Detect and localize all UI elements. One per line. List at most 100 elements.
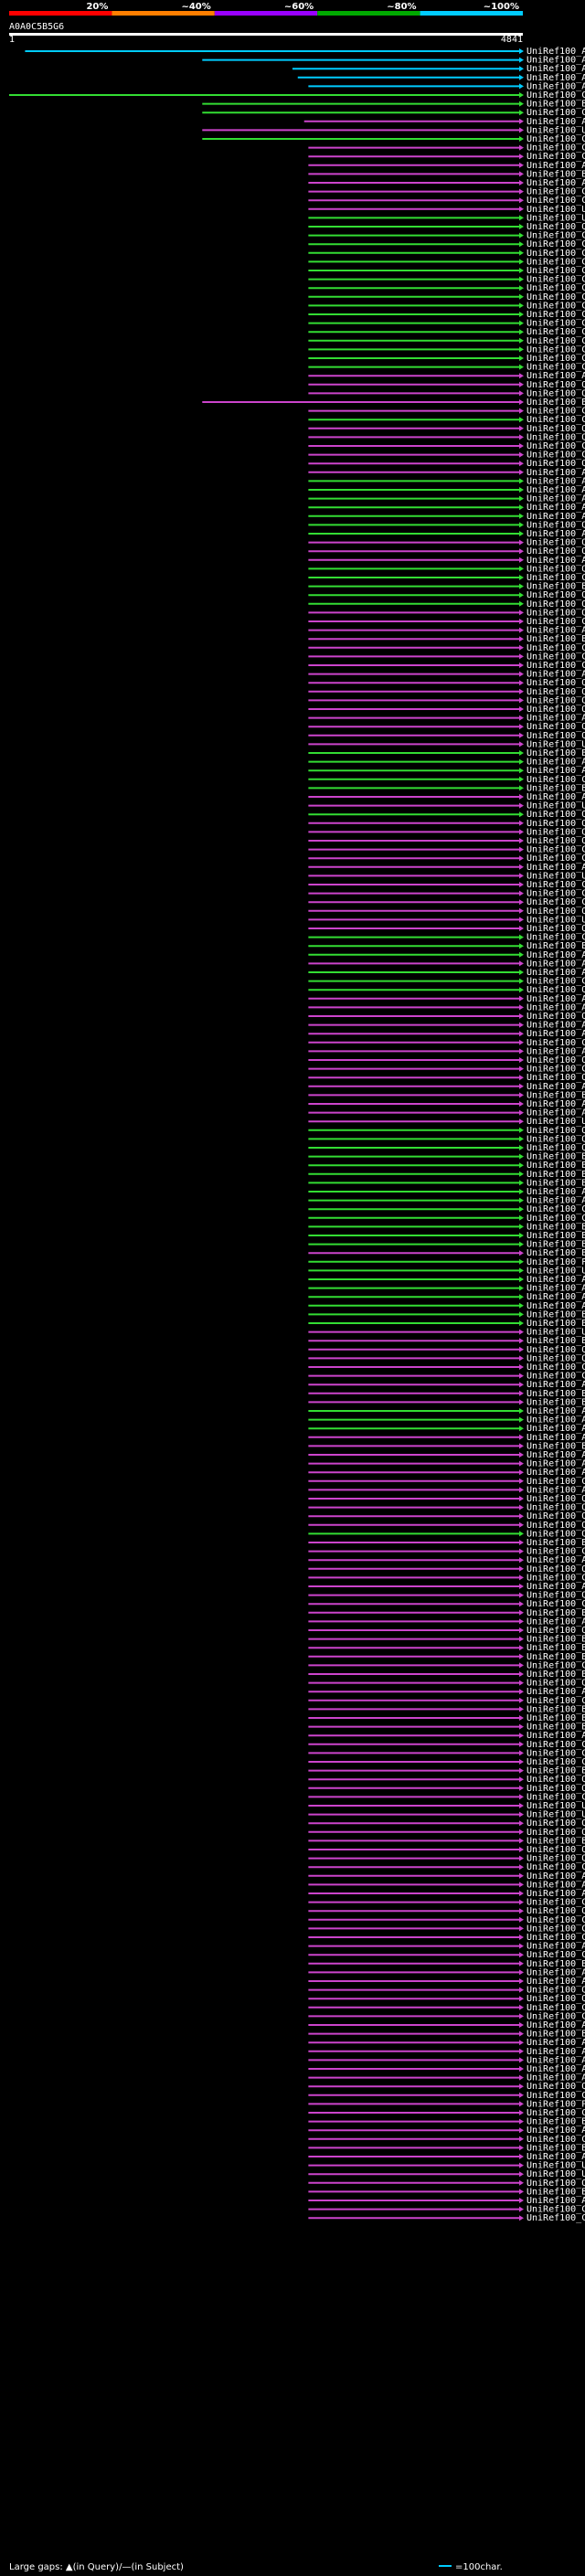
hit-label[interactable]: UniRef100_Q0EBD7 <box>526 1126 585 1136</box>
hit-label[interactable]: UniRef100_A5EM63 <box>526 626 585 636</box>
hit-label[interactable]: UniRef100_C4U9V8 <box>526 319 585 329</box>
hit-label[interactable]: UniRef100_UP1000 <box>526 871 585 881</box>
hit-label[interactable]: UniRef100_B7DRM5 <box>526 100 585 110</box>
hit-label[interactable]: UniRef100_Q0HS38 <box>526 1134 585 1144</box>
hit-label[interactable]: UniRef100_C5C4N1 <box>526 897 585 907</box>
hit-label[interactable]: UniRef100_P0AC99 <box>526 1257 585 1267</box>
hit-label[interactable]: UniRef100_A0A8Q3 <box>526 81 585 91</box>
hit-label[interactable]: UniRef100_C0MW06 <box>526 152 585 162</box>
hit-label[interactable]: UniRef100_C4SOB7 <box>526 354 585 364</box>
hit-label[interactable]: UniRef100_Q6D0B6 <box>526 222 585 232</box>
hit-label[interactable]: UniRef100_Q6WKT8 <box>526 424 585 434</box>
hit-label[interactable]: UniRef100_C6C9E0 <box>526 257 585 267</box>
hit-label[interactable]: UniRef100_A4HRV0 <box>526 2064 585 2074</box>
hit-label[interactable]: UniRef100_C2B0K9 <box>526 1038 585 1048</box>
hit-label[interactable]: UniRef100_C9PPG7 <box>526 441 585 451</box>
hit-label[interactable]: UniRef100_A3DS77 <box>526 1108 585 1118</box>
hit-label[interactable]: UniRef100_C0XQG3 <box>526 451 585 461</box>
hit-label[interactable]: UniRef100_C5BKQ4 <box>526 283 585 293</box>
hit-label[interactable]: UniRef100_Q07J18 <box>526 2178 585 2189</box>
hit-label[interactable]: UniRef100_Q5WHM7 <box>526 388 585 398</box>
hit-label[interactable]: UniRef100_B2NZW8 <box>526 1248 585 1258</box>
hit-label[interactable]: UniRef100_Q29WL0 <box>526 810 585 820</box>
hit-label[interactable]: UniRef100_C3MLT2 <box>526 643 585 653</box>
hit-label[interactable]: UniRef100_Q4K051 <box>526 1073 585 1083</box>
hit-label[interactable]: UniRef100_A3UYP6 <box>526 2047 585 2057</box>
hit-label[interactable]: UniRef100_C7TTZ2 <box>526 1792 585 1802</box>
hit-label[interactable]: UniRef100_A6VJ30 <box>526 1029 585 1039</box>
hit-label[interactable]: UniRef100_A3N2R0 <box>526 1433 585 1443</box>
hit-label[interactable]: UniRef100_B1EMQ7 <box>526 1240 585 1250</box>
hit-label[interactable]: UniRef100_A6T7J0 <box>526 2125 585 2136</box>
hit-label[interactable]: UniRef100_B4T18H <box>526 1319 585 1329</box>
hit-label[interactable]: UniRef100_A9N1V7 <box>526 1284 585 1294</box>
hit-label[interactable]: UniRef100_A9MR79 <box>526 1275 585 1285</box>
hit-label[interactable]: UniRef100_Q6LPH7 <box>526 1828 585 1838</box>
hit-label[interactable]: UniRef100_A4W3M5 <box>526 959 585 969</box>
hit-label[interactable]: UniRef100_B7U156 <box>526 1152 585 1162</box>
hit-label[interactable]: UniRef100_A5C2Z5 <box>526 503 585 513</box>
hit-label[interactable]: UniRef100_B6E4Z6 <box>526 1766 585 1776</box>
hit-label[interactable]: UniRef100_B8EHQ2 <box>526 1713 585 1723</box>
hit-label[interactable]: UniRef100_UP1000 <box>526 739 585 749</box>
hit-label[interactable]: UniRef100_C7PWC1 <box>526 415 585 425</box>
hit-label[interactable]: UniRef100_C4X320 <box>526 977 585 987</box>
hit-label[interactable]: UniRef100_A0A8Q3 <box>526 47 585 57</box>
hit-label[interactable]: UniRef100_B5WXN5 <box>526 634 585 644</box>
hit-label[interactable]: UniRef100_C4L5P3 <box>526 266 585 276</box>
hit-label[interactable]: UniRef100_B1WD65 <box>526 1704 585 1714</box>
hit-label[interactable]: UniRef100_B8DGW0 <box>526 582 585 592</box>
hit-label[interactable]: UniRef100_C4Y1G9 <box>526 1477 585 1487</box>
hit-label[interactable]: UniRef100_Q1ZCK4 <box>526 538 585 548</box>
hit-label[interactable]: UniRef100_C0ULZ2 <box>526 1065 585 1075</box>
hit-label[interactable]: UniRef100_A5DX23 <box>526 714 585 724</box>
hit-label[interactable]: UniRef100_Q21NX0 <box>526 1626 585 1636</box>
hit-label[interactable]: UniRef100_C0ME11 <box>526 108 585 118</box>
hit-label[interactable]: UniRef100_B3HV35 <box>526 1222 585 1232</box>
hit-label[interactable]: UniRef100_A6EHM5 <box>526 1889 585 1899</box>
hit-label[interactable]: UniRef100_C4R1C0 <box>526 2091 585 2101</box>
hit-label[interactable]: UniRef100_A6WKQ8 <box>526 1424 585 1434</box>
hit-label[interactable]: UniRef100_B0BSQ7 <box>526 1441 585 1451</box>
hit-label[interactable]: UniRef100_C9M0M4 <box>526 1950 585 1960</box>
hit-label[interactable]: UniRef100_Q1IVT5 <box>526 819 585 829</box>
hit-label[interactable]: UniRef100_C2YH78 <box>526 2135 585 2145</box>
hit-label[interactable]: UniRef100_B8K767 <box>526 2117 585 2127</box>
hit-label[interactable]: UniRef100_C5E4A0 <box>526 1362 585 1373</box>
hit-label[interactable]: UniRef100_B0BBJ0 <box>526 1397 585 1407</box>
hit-label[interactable]: UniRef100_B3BSW9 <box>526 1231 585 1241</box>
hit-label[interactable]: UniRef100_C5QB41 <box>526 1862 585 1872</box>
hit-label[interactable]: UniRef100_A6GPG7 <box>526 476 585 486</box>
hit-label[interactable]: UniRef100_C5S7G1 <box>526 617 585 627</box>
hit-label[interactable]: UniRef100_A0L035 <box>526 1196 585 1206</box>
hit-label[interactable]: UniRef100_Q3KT35 <box>526 1503 585 1513</box>
hit-label[interactable]: UniRef100_B8GMN0 <box>526 1635 585 1645</box>
hit-label[interactable]: UniRef100_C4UL25 <box>526 310 585 320</box>
hit-label[interactable]: UniRef100_C3NDD9 <box>526 652 585 662</box>
hit-label[interactable]: UniRef100_B4TBQ2 <box>526 1309 585 1320</box>
hit-label[interactable]: UniRef100_Q4D3P8 <box>526 1055 585 1065</box>
hit-label[interactable]: UniRef100_Q6BXY0 <box>526 1564 585 1574</box>
hit-label[interactable]: UniRef100_Q8T1Y1 <box>526 459 585 469</box>
hit-label[interactable]: UniRef100_A4FZJ1 <box>526 2152 585 2162</box>
hit-label[interactable]: UniRef100_A8G9K7 <box>526 494 585 504</box>
hit-label[interactable]: UniRef100_A7K1G9 <box>526 1871 585 1882</box>
hit-label[interactable]: UniRef100_A4I943 <box>526 1082 585 1092</box>
hit-label[interactable]: UniRef100_C3NTC4 <box>526 1898 585 1908</box>
hit-label[interactable]: UniRef100_UP1000 <box>526 801 585 811</box>
hit-label[interactable]: UniRef100_UP1000 <box>526 1117 585 1127</box>
hit-label[interactable]: UniRef100_A1RM51 <box>526 1468 585 1478</box>
hit-label[interactable]: UniRef100_A9L467 <box>526 1415 585 1426</box>
hit-label[interactable]: UniRef100_C5DL21 <box>526 2108 585 2118</box>
hit-label[interactable]: UniRef100_C4ED52 <box>526 301 585 311</box>
hit-label[interactable]: UniRef100_A8UHR4 <box>526 468 585 478</box>
hit-label[interactable]: UniRef100_C2YZ71 <box>526 889 585 899</box>
hit-label[interactable]: UniRef100_Q14201 <box>526 1012 585 1022</box>
hit-label[interactable]: UniRef100_A7MFL7 <box>526 968 585 978</box>
hit-label[interactable]: UniRef100_UP1000 <box>526 125 585 135</box>
hit-label[interactable]: UniRef100_A1SCC3 <box>526 1046 585 1056</box>
hit-label[interactable]: UniRef100_A7ZSU0 <box>526 1187 585 1197</box>
hit-label[interactable]: UniRef100_A8PFP7 <box>526 2196 585 2206</box>
hit-label[interactable]: UniRef100_C7Q5U6 <box>526 134 585 144</box>
hit-label[interactable]: UniRef100_UP1000 <box>526 1810 585 1820</box>
